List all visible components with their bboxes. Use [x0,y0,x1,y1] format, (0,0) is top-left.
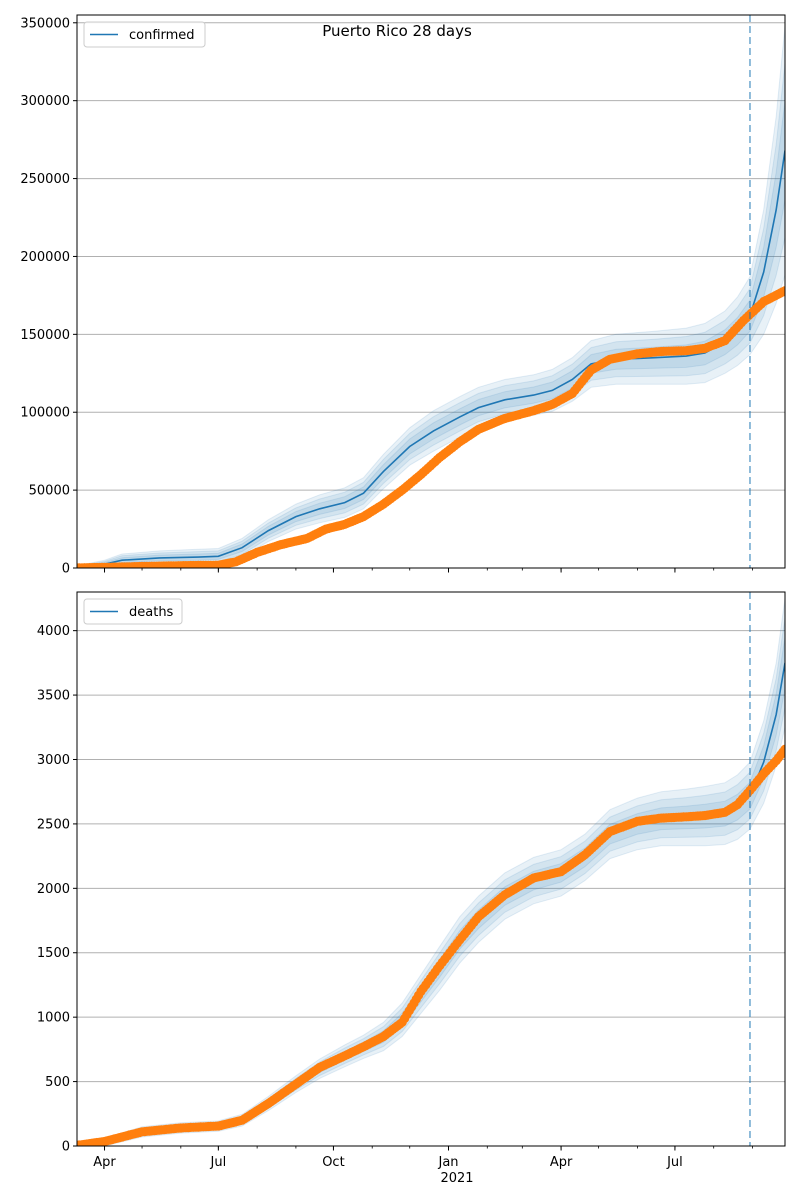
x-tick-label: Jul [210,1155,227,1170]
x-tick-label: Oct [322,1155,344,1170]
legend: confirmed [83,21,206,48]
x-tick-label: Jan [437,1155,458,1170]
observed-point [780,286,785,296]
x-year-label: 2021 [440,1171,473,1186]
y-tick-label: 0 [62,562,70,577]
legend-box [83,21,206,48]
y-tick-label: 2500 [37,817,70,832]
deaths-panel: 0 500 1000 1500 2000 2500 3000 3500 4000 Apr Jul Oc… [37,591,786,1170]
y-tick-label: 2000 [37,882,70,897]
y-tick-label: 200000 [20,250,70,265]
legend-box [83,598,183,625]
plot-area [77,25,785,568]
legend-label: deaths [129,605,174,620]
y-tick-label: 1000 [37,1011,70,1026]
uncertainty-band [77,637,785,1146]
y-tick-label: 350000 [20,16,70,31]
x-tick-label: Apr [550,1155,573,1170]
uncertainty-band [77,617,785,1146]
x-tick-label: Apr [93,1155,116,1170]
legend: deaths [83,598,183,625]
chart-title: Puerto Rico 28 days [322,22,472,40]
uncertainty-band [77,63,785,568]
axes-frame [76,14,786,569]
y-tick-label: 0 [62,1140,70,1155]
y-tick-label: 50000 [29,484,70,499]
y-tick-label: 100000 [20,406,70,421]
y-tick-label: 250000 [20,172,70,187]
y-tick-label: 500 [45,1075,70,1090]
observed-point [780,744,785,754]
uncertainty-band [77,25,785,568]
confirmed-panel: 0 50000 100000 150000 200000 250000 300000 3500… [20,14,786,577]
y-tick-label: 1500 [37,946,70,961]
uncertainty-band [77,100,785,568]
axes-frame [76,591,786,1147]
plot-area [77,598,785,1146]
legend-label: confirmed [129,28,195,43]
y-tick-label: 3000 [37,753,70,768]
y-tick-label: 4000 [37,624,70,639]
y-tick-label: 300000 [20,94,70,109]
y-tick-label: 3500 [37,689,70,704]
uncertainty-band [77,598,785,1146]
model-line [77,662,785,1146]
y-tick-label: 150000 [20,328,70,343]
x-tick-label: Jul [666,1155,683,1170]
